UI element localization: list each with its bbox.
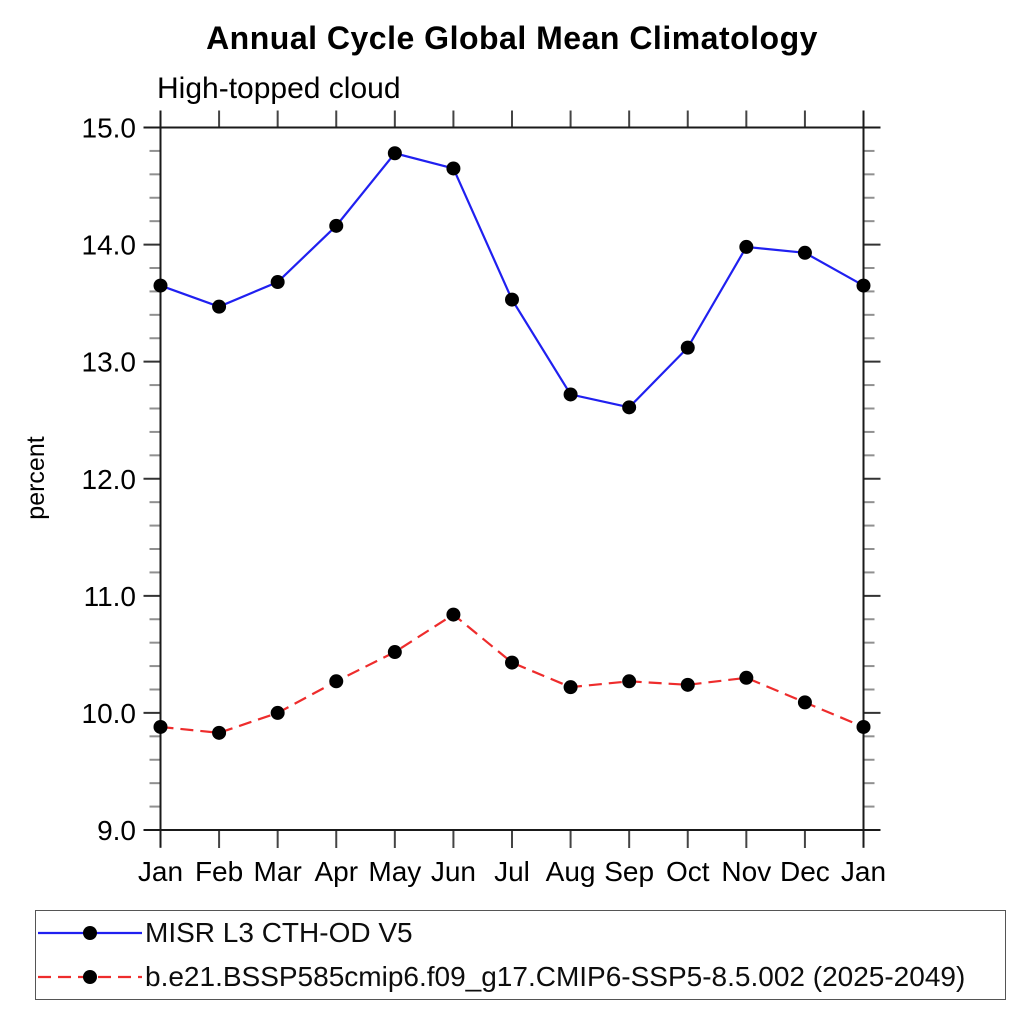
data-point-marker [622, 400, 637, 415]
chart-title: Annual Cycle Global Mean Climatology [206, 20, 818, 56]
data-point-marker [856, 719, 871, 734]
x-tick-label: Feb [195, 856, 243, 887]
data-point-marker [505, 655, 519, 670]
data-point-marker [797, 695, 812, 710]
chart-subtitle: High-topped cloud [157, 72, 401, 105]
data-point-marker [212, 725, 227, 740]
data-point-marker [739, 670, 754, 685]
y-tick-label: 12.0 [82, 464, 137, 495]
data-point-marker [622, 674, 637, 689]
data-point-marker [270, 275, 285, 290]
data-point-marker [680, 340, 695, 355]
data-point-marker [270, 705, 285, 720]
y-tick-label: 9.0 [97, 815, 136, 846]
legend-label: MISR L3 CTH-OD V5 [145, 917, 413, 948]
data-point-marker [212, 299, 227, 314]
data-point-marker [856, 278, 871, 293]
legend-box: MISR L3 CTH-OD V5 b.e21.BSSP585cmip6.f09_… [35, 910, 1006, 1000]
legend-marker [83, 926, 97, 940]
data-point-marker [563, 387, 578, 402]
series-line-0 [160, 152, 865, 409]
series-line-1 [160, 613, 864, 734]
data-point-marker [329, 674, 344, 689]
data-point-marker [387, 146, 402, 161]
y-tick-label: 15.0 [82, 113, 137, 144]
data-point-marker [739, 239, 754, 254]
data-point-marker [446, 607, 461, 622]
data-point-marker [446, 161, 461, 176]
x-tick-label: Jan [841, 856, 886, 887]
x-tick-label: Jul [494, 856, 530, 887]
x-tick-label: Jan [138, 856, 183, 887]
y-tick-label: 11.0 [84, 581, 136, 612]
plot-area: Jan Feb Mar Apr May Jun Jul Aug Sep Oct Nov Dec Jan9… [22, 110, 886, 887]
legend-entry: b.e21.BSSP585cmip6.f09_g17.CMIP6-SSP5-8.… [36, 961, 1005, 992]
x-tick-label: Nov [721, 856, 771, 887]
data-point-marker [797, 245, 812, 260]
x-tick-label: Apr [314, 856, 358, 887]
data-point-marker [153, 719, 168, 734]
x-tick-label: Dec [780, 856, 830, 887]
y-tick-label: 13.0 [82, 347, 137, 378]
x-tick-label: Jun [431, 856, 476, 887]
y-tick-label: 14.0 [82, 230, 137, 261]
legend-label: b.e21.BSSP585cmip6.f09_g17.CMIP6-SSP5-8.… [145, 961, 966, 992]
x-tick-label: Oct [666, 856, 710, 887]
data-point-marker [153, 278, 168, 293]
legend-entry: MISR L3 CTH-OD V5 [36, 917, 1005, 948]
y-axis-label: percent [22, 436, 50, 519]
x-tick-label: Mar [254, 856, 302, 887]
data-point-marker [329, 218, 344, 233]
legend-marker [83, 970, 97, 984]
data-point-marker [680, 677, 695, 692]
data-point-marker [563, 680, 578, 695]
data-point-marker [505, 292, 519, 307]
x-tick-label: May [368, 856, 421, 887]
x-tick-label: Sep [604, 856, 654, 887]
legend-line-sample [38, 926, 142, 940]
legend-line-sample [38, 970, 142, 984]
data-point-marker [387, 645, 402, 660]
y-tick-label: 10.0 [82, 698, 137, 729]
x-tick-label: Aug [546, 856, 596, 887]
